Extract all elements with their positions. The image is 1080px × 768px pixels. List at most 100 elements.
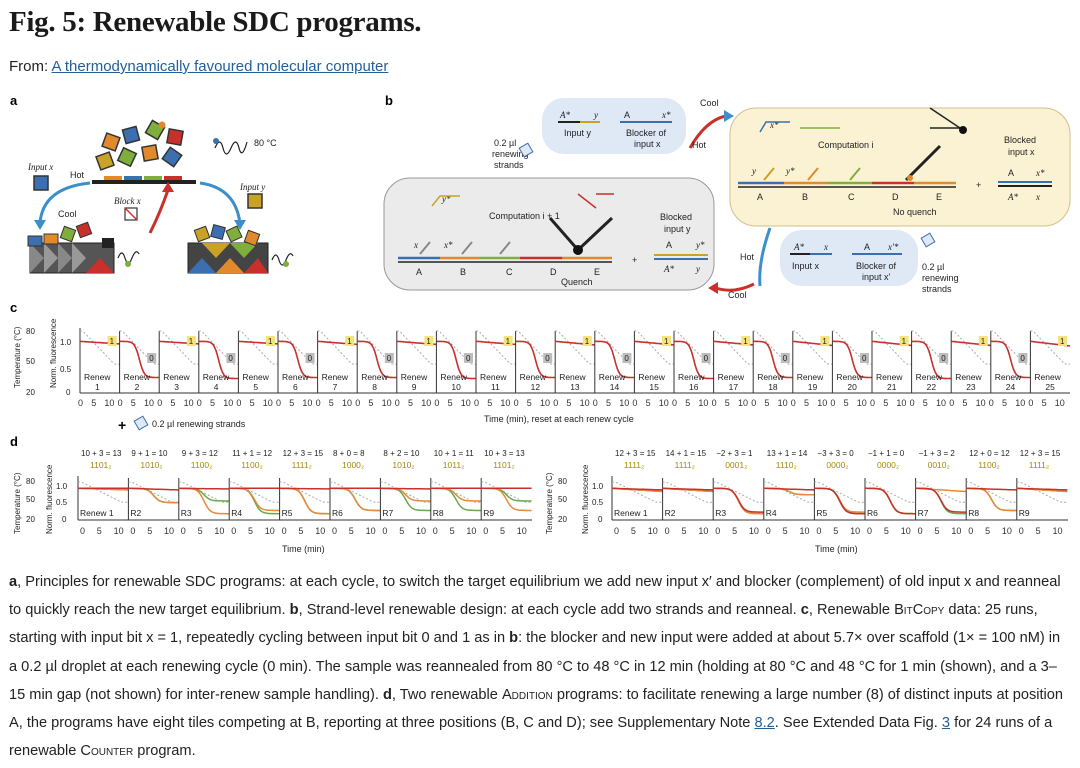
d-x-tick: 10	[517, 526, 527, 536]
c-x-tick: 5	[170, 398, 175, 408]
svg-text:0: 0	[66, 388, 71, 397]
d-panel-name: R4	[231, 508, 242, 518]
svg-text:0: 0	[598, 515, 603, 524]
c-x-tick: 5	[448, 398, 453, 408]
c-renew-number: 18	[768, 382, 778, 392]
c-temperature-trace	[832, 330, 872, 365]
c-bit-label: 1	[585, 337, 590, 346]
svg-text:80: 80	[26, 477, 35, 486]
c-temperature-trace	[872, 330, 912, 365]
input-x-label: Input x	[27, 162, 53, 172]
c-x-tick: 5	[685, 398, 690, 408]
c-bit-label: 0	[387, 354, 392, 363]
d-x-tick: 5	[833, 526, 838, 536]
svg-text:0.2 µl: 0.2 µl	[494, 138, 516, 148]
supp-note-link[interactable]: 8.2	[754, 715, 775, 732]
d-left-temp-axis: Temperature (°C)	[13, 472, 22, 534]
c-fluorescence-trace	[753, 340, 793, 379]
d-x-tick: 0	[867, 526, 872, 536]
c-temperature-trace	[80, 330, 120, 365]
svg-text:renewing: renewing	[922, 273, 959, 283]
c-x-tick: 0	[712, 398, 717, 408]
c-x-tick: 10	[976, 398, 986, 408]
svg-text:A: A	[666, 240, 672, 250]
svg-text:strands: strands	[494, 160, 524, 170]
d-equation: 11 + 1 = 12	[232, 449, 272, 458]
c-x-tick: 5	[606, 398, 611, 408]
c-bit-badge	[860, 353, 869, 363]
c-bit-label: 0	[466, 354, 471, 363]
d-equation: 10 + 3 = 13	[81, 449, 122, 458]
c-renew-word: Renew	[599, 372, 626, 382]
c-bit-badge	[266, 336, 275, 346]
c-renew-word: Renew	[559, 372, 586, 382]
svg-text:1.0: 1.0	[592, 482, 604, 491]
d-fluorescence-trace	[380, 487, 431, 490]
d-panel-name: R6	[332, 508, 343, 518]
extended-fig-link[interactable]: 3	[941, 715, 951, 732]
c-x-tick: 0	[395, 398, 400, 408]
c-bit-badge	[820, 336, 830, 346]
d-temperature-trace	[662, 481, 714, 503]
c-bit-badge	[582, 336, 592, 346]
c-bit-label: 1	[822, 337, 827, 346]
d-x-tick: 5	[500, 526, 505, 536]
c-x-tick: 0	[316, 398, 321, 408]
c-bit-label: 0	[941, 354, 946, 363]
figure-5: a 80 °C Input x Hot Cool Block x Input y	[10, 93, 1071, 554]
c-x-tick: 10	[896, 398, 906, 408]
d-equation: 13 + 1 = 14	[767, 449, 808, 458]
d-binary: 1100₂	[191, 460, 213, 470]
d-right-panels-7: −1 + 3 = 2 0010₂ R7 0 5 10	[915, 449, 967, 536]
d-left-panels-8: 10 + 1 = 11 1011₂ R8 0 5 10	[430, 449, 482, 536]
svg-text:D: D	[892, 192, 899, 202]
d-binary: 1011₂	[443, 460, 465, 470]
c-x-tick: 5	[91, 398, 96, 408]
d-x-tick: 5	[198, 526, 203, 536]
c-bit-badge	[543, 353, 553, 363]
c-x-tick: 5	[131, 398, 136, 408]
c-x-tick: 10	[698, 398, 708, 408]
input-x-tile	[33, 175, 49, 191]
panel-c: c Temperature (°C) Norm. fluorescence 80…	[10, 300, 1071, 433]
c-bit-label: 0	[862, 354, 867, 363]
c-bit-badge	[503, 336, 513, 346]
d-equation: 9 + 3 = 12	[182, 449, 219, 458]
c-fluorescence-trace	[911, 340, 952, 380]
d-binary: 1111₂	[1029, 460, 1049, 470]
svg-text:y: y	[593, 110, 598, 120]
d-x-tick: 10	[114, 526, 124, 536]
c-temperature-trace	[515, 330, 556, 365]
svg-text:80: 80	[26, 327, 35, 336]
source-article-link[interactable]: A thermodynamically favoured molecular c…	[51, 58, 389, 75]
hot-bottom: Hot	[740, 252, 755, 262]
d-panel-name: R8	[968, 508, 979, 518]
c-temperature-trace	[238, 330, 278, 365]
c-fluorescence-trace	[119, 340, 160, 379]
c-x-tick: 5	[962, 398, 967, 408]
c-renew-word: Renew	[163, 372, 190, 382]
d-x-tick: 10	[214, 526, 224, 536]
c-x-tick: 0	[197, 398, 202, 408]
svg-text:+: +	[632, 255, 637, 265]
svg-text:C: C	[848, 192, 855, 202]
c-renew-word: Renew	[1034, 372, 1061, 382]
d-binary: 1010₂	[392, 460, 414, 470]
svg-text:0.5: 0.5	[60, 365, 72, 374]
c-temperature-trace	[792, 330, 833, 365]
c-x-tick: 0	[989, 398, 994, 408]
c-bit-label: 1	[981, 337, 986, 346]
svg-text:0: 0	[62, 515, 67, 524]
c-x-tick: 10	[342, 398, 352, 408]
d-panel-name: R9	[483, 508, 494, 518]
panel-a: a 80 °C Input x Hot Cool Block x Input y	[10, 93, 294, 274]
svg-text:x: x	[413, 240, 418, 250]
lattice-left	[27, 221, 140, 274]
figure-title: Fig. 5: Renewable SDC programs.	[9, 6, 422, 38]
